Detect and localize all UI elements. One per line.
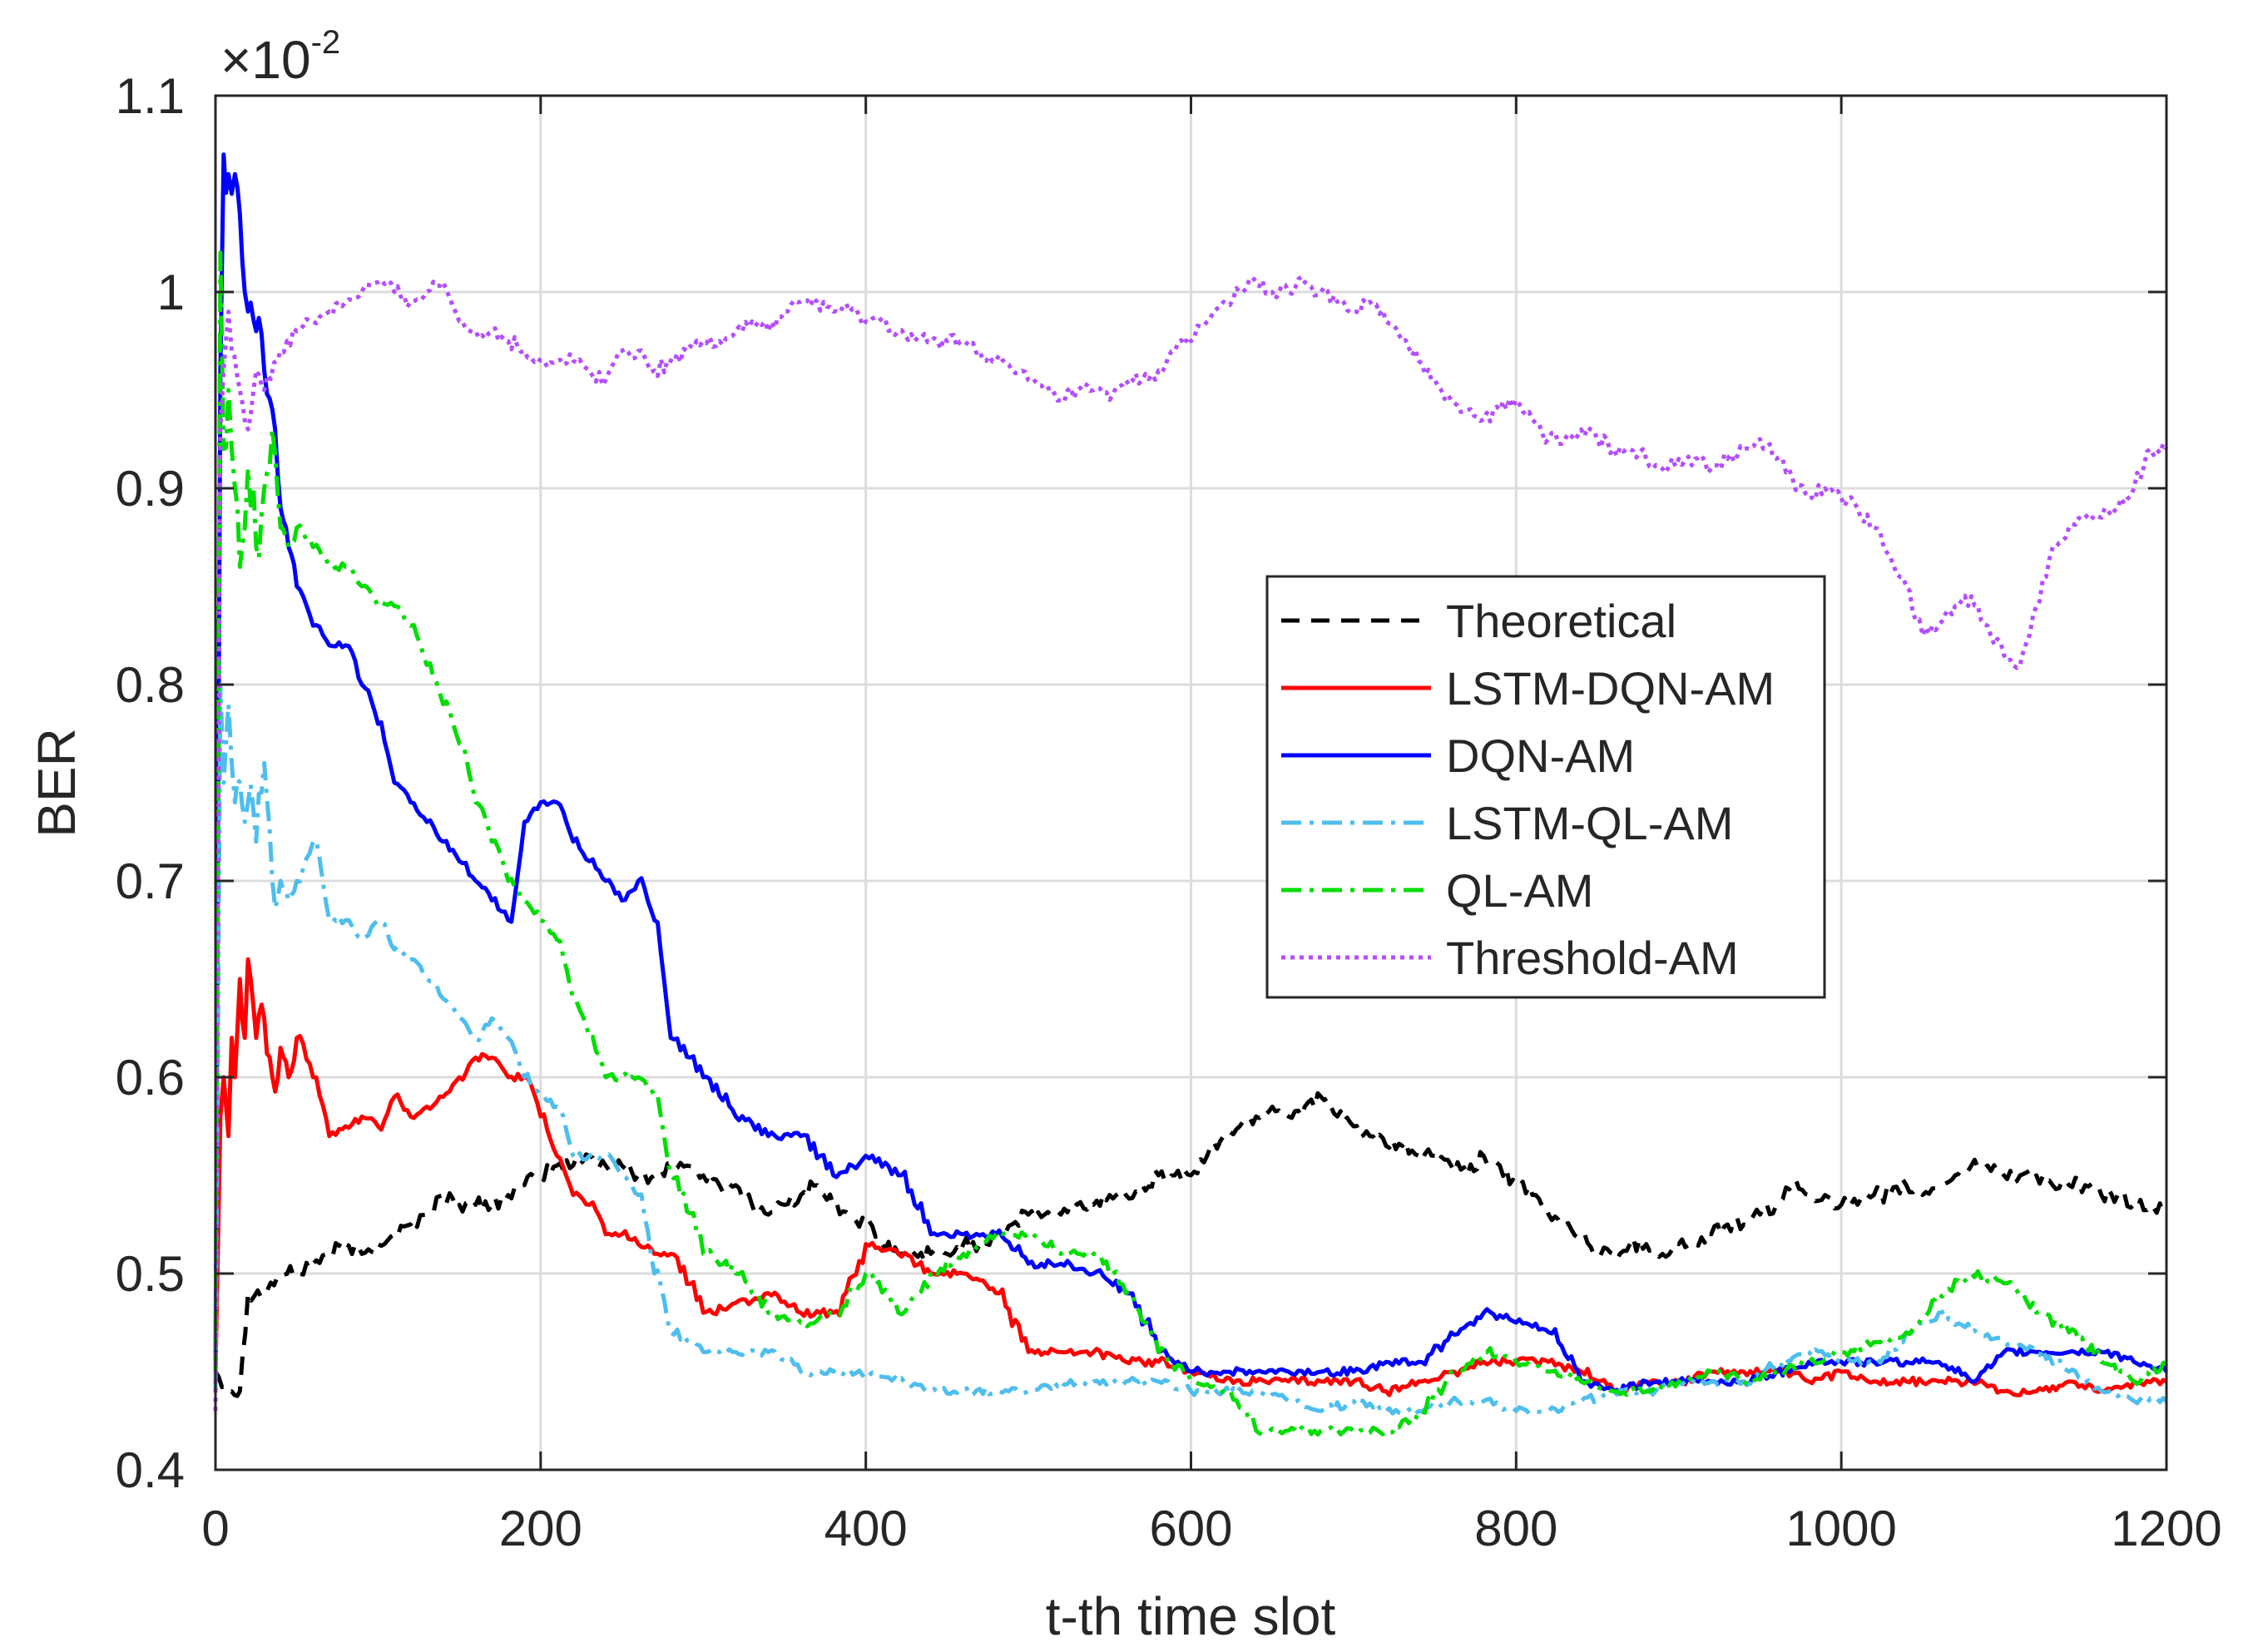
x-tick-labels: 0 200 400 600 800 1000 1200 bbox=[201, 1501, 2221, 1556]
y-tick-label: 0.9 bbox=[116, 461, 185, 517]
y-scale-exponent-label: ×10-2 bbox=[220, 24, 340, 90]
series-lines bbox=[213, 152, 2169, 1437]
legend-label: QL-AM bbox=[1446, 864, 1593, 917]
grid bbox=[215, 96, 2166, 1470]
y-tick-label: 1.1 bbox=[116, 68, 185, 124]
legend-label: Theoretical bbox=[1446, 595, 1676, 647]
tick-marks bbox=[214, 94, 2168, 1471]
y-tick-label: 0.6 bbox=[116, 1050, 185, 1105]
y-tick-labels: 0.4 0.5 0.6 0.7 0.8 0.9 1 1.1 bbox=[116, 68, 185, 1498]
series-line-ql-am bbox=[213, 250, 2167, 1437]
y-tick-label: 0.5 bbox=[116, 1246, 185, 1302]
legend-label: LSTM-DQN-AM bbox=[1446, 662, 1775, 715]
legend-label: LSTM-QL-AM bbox=[1446, 797, 1733, 849]
legend-items: Theoretical LSTM-DQN-AM DQN-AM LSTM-QL-AM QL… bbox=[1281, 595, 1775, 984]
x-tick-label: 800 bbox=[1474, 1501, 1557, 1556]
y-scale-exponent: -2 bbox=[311, 24, 341, 61]
x-tick-label: 200 bbox=[499, 1501, 582, 1556]
x-tick-label: 600 bbox=[1149, 1501, 1232, 1556]
x-axis-title: t-th time slot bbox=[1046, 1586, 1336, 1646]
legend: Theoretical LSTM-DQN-AM DQN-AM LSTM-QL-AM QL… bbox=[1265, 575, 1826, 999]
y-tick-label: 0.4 bbox=[116, 1442, 185, 1498]
series-line-theoretical bbox=[213, 1091, 2167, 1398]
y-tick-label: 0.7 bbox=[116, 853, 185, 909]
series-line-threshold-am bbox=[213, 275, 2169, 1412]
x-tick-label: 0 bbox=[201, 1501, 229, 1556]
x-tick-label: 1000 bbox=[1785, 1501, 1896, 1556]
x-tick-label: 1200 bbox=[2111, 1501, 2221, 1556]
y-axis-title: BER bbox=[27, 728, 87, 838]
legend-label: DQN-AM bbox=[1446, 730, 1635, 782]
y-tick-label: 0.8 bbox=[116, 657, 185, 713]
x-tick-label: 400 bbox=[824, 1501, 908, 1556]
series-line-lstm-ql-am bbox=[213, 682, 2168, 1417]
y-tick-label: 1 bbox=[157, 265, 185, 320]
legend-box bbox=[1265, 575, 1826, 999]
y-scale-base: ×10 bbox=[220, 30, 311, 90]
legend-label: Threshold-AM bbox=[1446, 932, 1739, 984]
